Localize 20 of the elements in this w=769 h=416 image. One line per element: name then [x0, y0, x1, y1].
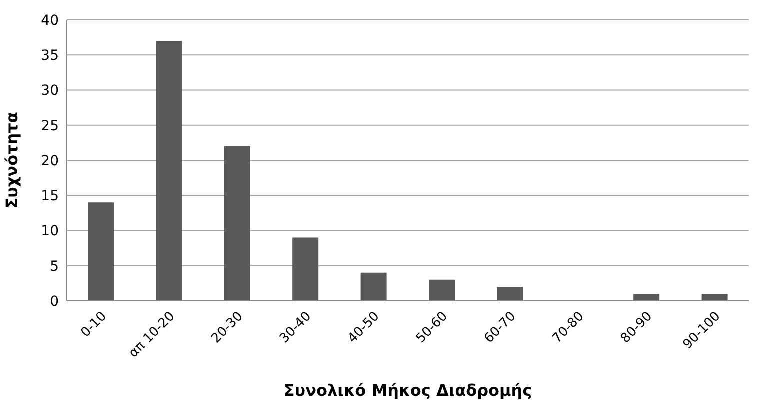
y-tick-label: 40 — [41, 12, 59, 29]
y-tick-label: 0 — [50, 294, 59, 310]
y-tick-label: 15 — [41, 188, 59, 205]
x-axis-title: Συνολικό Μήκος Διαδρομής — [284, 381, 532, 400]
bar — [702, 294, 728, 301]
y-tick-label: 5 — [50, 258, 59, 275]
bar — [360, 272, 387, 301]
bar — [497, 286, 524, 301]
bar — [634, 294, 660, 301]
y-tick-label: 35 — [41, 48, 59, 64]
y-tick-label: 20 — [41, 153, 59, 170]
bar — [156, 41, 182, 301]
bar — [224, 146, 250, 301]
bar — [88, 202, 114, 301]
y-tick-label: 10 — [41, 224, 59, 240]
bar — [429, 280, 455, 301]
y-axis-title: Συχνότητα — [2, 112, 22, 209]
y-tick-label: 25 — [41, 118, 59, 134]
bar — [292, 238, 319, 301]
y-tick-label: 30 — [41, 83, 59, 100]
